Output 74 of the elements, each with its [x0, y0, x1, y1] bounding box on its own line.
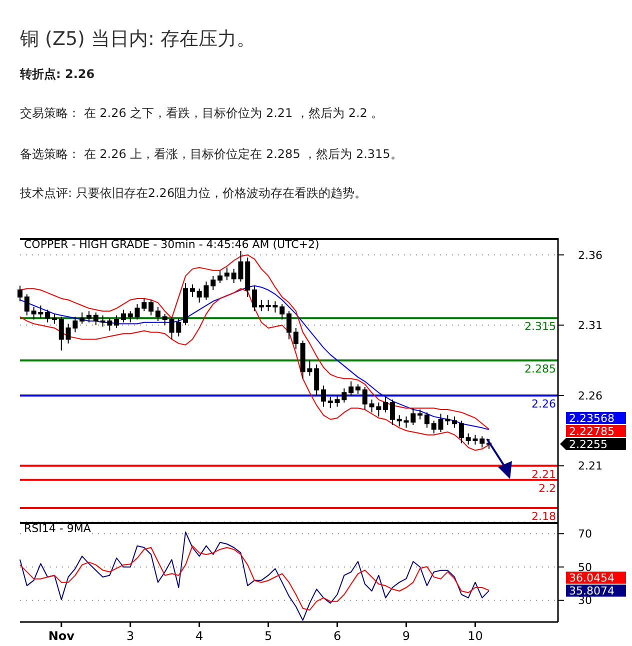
x-tick-label: 9: [402, 629, 410, 643]
candlestick: [458, 420, 464, 444]
chart-title: 铜 (Z5) 当日内: 存在压力。: [20, 27, 256, 52]
candlestick: [114, 314, 120, 328]
y-tick-label: 2.21: [578, 460, 602, 473]
candlestick: [452, 416, 458, 428]
candlestick: [362, 386, 368, 410]
candlestick: [320, 385, 326, 408]
text: 2.23568: [569, 412, 614, 425]
candlestick: [252, 285, 258, 312]
candlestick: [52, 313, 57, 324]
candlestick: [58, 316, 64, 351]
candlestick: [348, 380, 354, 396]
candlestick: [418, 409, 423, 420]
candlestick: [176, 318, 182, 337]
y-tick-label: 70: [578, 528, 592, 541]
x-tick-label: Nov: [48, 629, 75, 643]
candlestick: [355, 384, 360, 395]
x-tick-label: 5: [264, 629, 272, 643]
candlestick: [93, 312, 98, 326]
line-series: [20, 532, 490, 621]
candlestick: [224, 267, 230, 281]
candlestick: [155, 306, 160, 322]
candlestick: [24, 294, 30, 316]
chart-title: RSI14 - 9MA: [24, 522, 91, 535]
candlestick: [293, 327, 298, 350]
candlestick: [383, 396, 388, 413]
candlestick: [80, 312, 85, 324]
ref-line-label: 2.26: [532, 397, 556, 410]
candlestick: [120, 309, 126, 323]
candlestick: [445, 414, 450, 426]
candlestick: [480, 436, 485, 448]
candlestick: [45, 309, 50, 323]
candlestick: [190, 284, 195, 298]
text: 技术点评: 只要依旧存在2.26阻力位，价格波动存在看跌的趋势。: [20, 185, 367, 202]
candlestick: [218, 270, 223, 284]
candlestick: [328, 396, 333, 409]
ref-line-label: 2.21: [532, 468, 556, 481]
text: 2.22785: [569, 424, 614, 438]
line-series: [20, 545, 490, 610]
x-tick-label: 3: [126, 629, 134, 643]
line-series: [20, 254, 490, 430]
candlestick: [396, 414, 402, 427]
candlestick: [210, 275, 216, 291]
candlestick: [245, 257, 250, 298]
annotation: COPPER - HIGH GRADE - 30min - 4:45:46 AM (UTC+2): [24, 238, 320, 251]
y-tick-label: 50: [578, 560, 592, 574]
candlestick: [390, 399, 395, 426]
candlestick: [258, 299, 264, 312]
candlestick: [286, 310, 292, 340]
ref-line-label: 2.315: [524, 320, 556, 334]
y-tick-label: 2.36: [578, 248, 602, 262]
text: 交易策略： 在 2.26 之下，看跌，目标价位为 2.21 ，然后为 2.2 。: [20, 105, 384, 122]
chart-subtitle: 转折点: 2.26: [20, 66, 95, 83]
candlestick: [148, 299, 154, 316]
text: 备选策略： 在 2.26 上，看涨，目标价位定在 2.285 ，然后为 2.315。: [20, 146, 402, 163]
candlestick: [18, 285, 22, 302]
text: 2.2255: [569, 438, 608, 451]
x-tick-label: 4: [196, 629, 204, 643]
ref-line-label: 2.285: [524, 362, 556, 376]
candlestick: [280, 304, 285, 320]
ref-line-label: 2.2: [538, 482, 556, 495]
candlestick: [424, 412, 430, 428]
ref-line-label: 2.18: [532, 510, 556, 523]
x-tick-label: 10: [468, 629, 483, 643]
candlestick: [128, 310, 133, 323]
candlestick: [314, 364, 320, 396]
x-tick-label: 6: [333, 629, 342, 643]
text: 35.8074: [569, 584, 614, 598]
candlestick: [183, 282, 188, 326]
candlestick: [86, 310, 92, 323]
y-tick-label: 2.26: [578, 389, 602, 402]
y-tick-label: 2.31: [578, 319, 602, 332]
text: 36.0454: [569, 572, 614, 585]
